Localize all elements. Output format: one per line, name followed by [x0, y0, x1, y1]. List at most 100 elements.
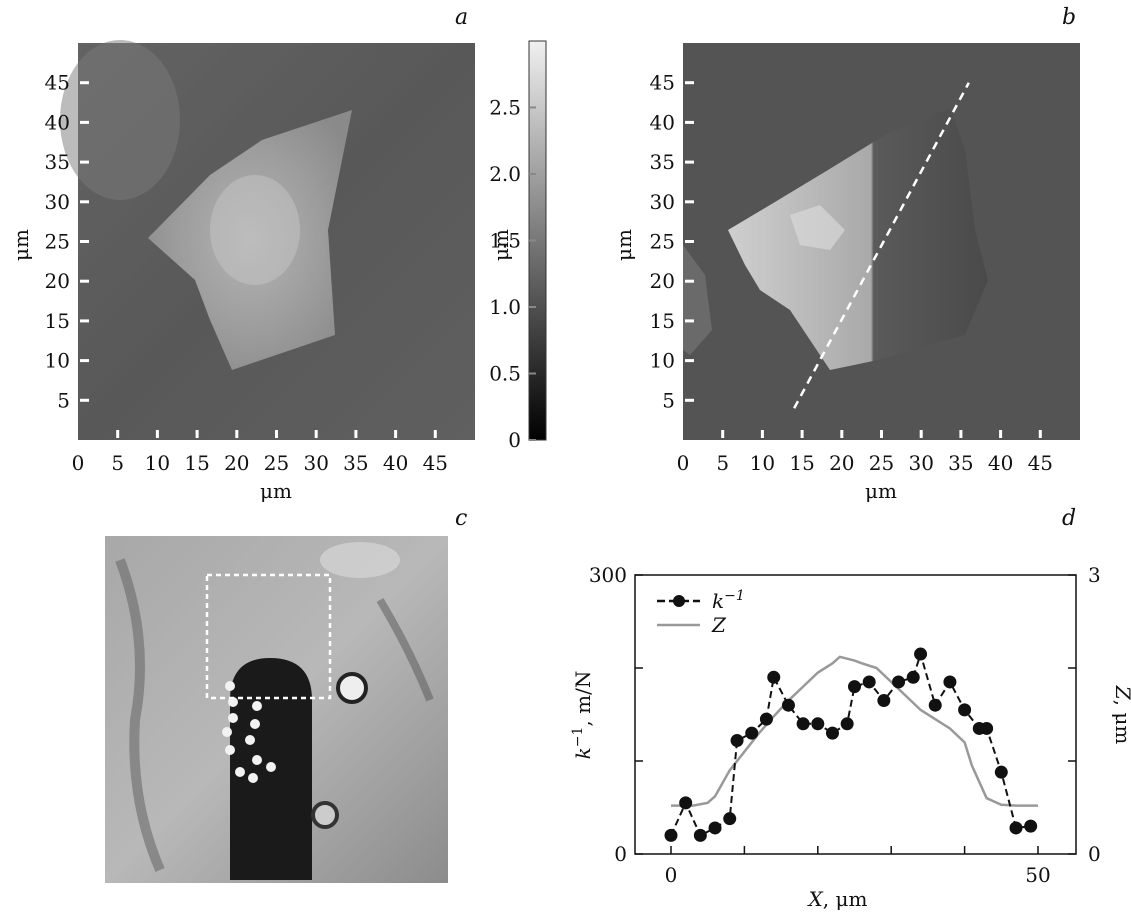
- b-y-tick-label: 40: [650, 110, 675, 134]
- legend-k-marker: [673, 595, 685, 607]
- b-x-tick-mark: [721, 430, 725, 438]
- a-y-tick-label: 20: [45, 269, 70, 293]
- a-x-tick-label: 15: [184, 451, 209, 475]
- a-x-tick-label: 25: [264, 451, 289, 475]
- b-y-tick-mark: [685, 359, 694, 363]
- panel-d-x-tick-label: 50: [1025, 863, 1050, 887]
- panel-d-frame: [634, 574, 1077, 855]
- series-k-point: [994, 765, 1008, 779]
- panel-c-bright-area: [320, 542, 400, 578]
- b-x-tick-label: 5: [716, 451, 729, 475]
- a-y-tick-label: 10: [45, 349, 70, 373]
- panel-c-particles: [222, 681, 276, 783]
- series-k-point: [840, 717, 854, 731]
- panel-c-particle-large: [336, 672, 368, 704]
- panel-d-series: [664, 647, 1038, 842]
- panel-c-particle: [266, 762, 276, 772]
- b-y-tick-mark: [685, 200, 694, 204]
- colorbar-ticks: 0 0.5 1.0 1.5 2.0 2.5: [489, 96, 536, 452]
- series-k-point: [796, 717, 810, 731]
- panel-c-particle-low: [311, 801, 339, 829]
- panel-c-particle: [245, 735, 255, 745]
- a-x-tick-mark: [394, 430, 398, 438]
- series-k-point: [708, 821, 722, 835]
- series-k-point: [943, 675, 957, 689]
- legend-z-label: Z: [711, 613, 727, 637]
- colorbar-tick-label: 2.0: [489, 162, 521, 186]
- b-y-tick-mark: [685, 240, 694, 243]
- b-x-tick-mark: [1038, 430, 1042, 438]
- series-k-point: [862, 675, 876, 689]
- panel-a-x-tick-labels: 0 5 10 15 20 25 30 35 40 45: [72, 451, 448, 475]
- a-y-tick-mark: [80, 160, 89, 164]
- a-x-tick-label: 10: [145, 451, 170, 475]
- panel-a-letter: a: [455, 5, 468, 30]
- a-y-tick-mark: [80, 319, 89, 323]
- panel-d-legend: k−1 Z: [657, 588, 745, 637]
- b-y-tick-mark: [685, 81, 694, 85]
- a-y-tick-mark: [80, 81, 89, 85]
- series-k-point: [1024, 819, 1038, 833]
- panel-b-x-tick-labels: 0 5 10 15 20 25 30 35 40 45: [677, 451, 1053, 475]
- panel-d-y-right-tick-label: 0: [1088, 842, 1101, 866]
- panel-c-particle: [225, 745, 235, 755]
- series-k-line: [670, 650, 1031, 837]
- panel-b-letter: b: [1062, 5, 1076, 30]
- a-x-tick-mark: [155, 430, 159, 438]
- a-x-tick-label: 0: [72, 451, 85, 475]
- series-k-point: [877, 694, 891, 708]
- b-y-tick-label: 30: [650, 190, 675, 214]
- panel-c-crack-2: [376, 597, 434, 702]
- panel-d-ylabel-left: k−1, m/N: [570, 671, 595, 760]
- series-k-point: [928, 698, 942, 712]
- series-k-point: [914, 647, 928, 661]
- a-y-tick-mark: [80, 398, 89, 402]
- panel-d-ticks: [635, 574, 1076, 855]
- series-k-point: [848, 680, 861, 694]
- b-y-tick-label: 5: [662, 388, 675, 412]
- panel-d-ylabel-right: Z, μm: [1111, 685, 1131, 745]
- b-x-tick-label: 45: [1028, 451, 1053, 475]
- series-k-point: [980, 721, 994, 735]
- series-k-point: [767, 670, 781, 684]
- panel-c-particle: [222, 727, 232, 737]
- panel-c-particle: [248, 773, 258, 783]
- colorbar-tick-label: 2.5: [489, 96, 521, 120]
- a-y-tick-mark: [80, 120, 89, 124]
- series-k-point: [730, 734, 744, 748]
- b-y-tick-mark: [685, 398, 694, 402]
- b-x-tick-label: 40: [988, 451, 1013, 475]
- series-k-point: [759, 712, 773, 726]
- b-x-tick-mark: [800, 430, 804, 438]
- panel-d-y-right-tick-label: 3: [1088, 563, 1101, 587]
- b-y-tick-mark: [685, 160, 694, 164]
- panel-d-letter: d: [1062, 506, 1076, 531]
- legend-k-label: k−1: [712, 588, 745, 613]
- panel-b-y-tick-marks: [685, 81, 694, 402]
- a-y-tick-label: 40: [45, 110, 70, 134]
- a-x-tick-mark: [116, 430, 120, 438]
- series-k-point: [811, 717, 825, 731]
- panel-a-flake-core: [210, 175, 300, 285]
- a-x-tick-label: 5: [111, 451, 124, 475]
- panel-c-region-box: [205, 573, 332, 700]
- panel-d-y-left-tick-label: 0: [614, 842, 627, 866]
- panel-c-particle: [235, 767, 245, 777]
- panel-c-letter: c: [455, 506, 467, 531]
- a-x-tick-label: 45: [423, 451, 448, 475]
- a-y-tick-mark: [80, 359, 89, 363]
- a-y-tick-label: 15: [45, 309, 70, 333]
- panel-b-flake: [728, 108, 988, 370]
- b-y-tick-mark: [685, 319, 694, 323]
- b-x-tick-mark: [840, 430, 844, 438]
- panel-c-particle: [225, 681, 235, 691]
- panel-b-highlight: [790, 205, 845, 250]
- b-x-tick-mark: [999, 430, 1003, 438]
- panel-a-y-tick-marks: [80, 81, 89, 402]
- panel-c-crack: [115, 558, 165, 872]
- panel-d-x-tick-label: 0: [665, 863, 678, 887]
- b-x-tick-mark: [919, 430, 923, 438]
- panel-b-x-tick-marks: [721, 430, 1042, 438]
- panel-b-ylabel: μm: [612, 229, 636, 261]
